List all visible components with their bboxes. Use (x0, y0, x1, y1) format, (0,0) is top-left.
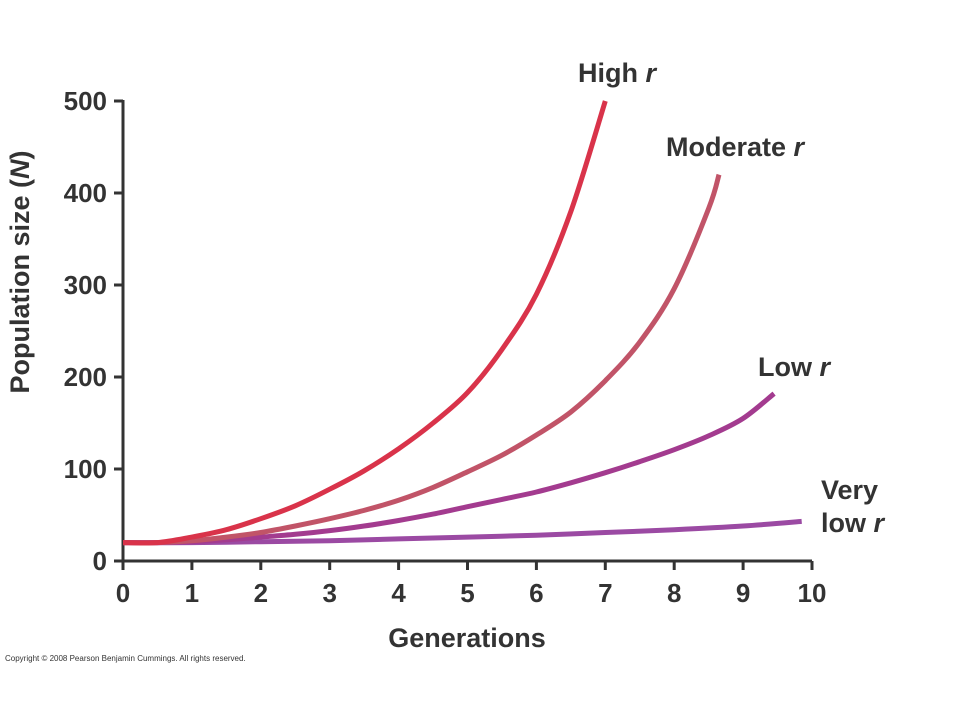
y-axis-title-end: ) (5, 150, 35, 159)
curve-label-very-low-r-text2: low (821, 508, 867, 538)
x-tick-label: 2 (254, 578, 268, 608)
curve-label-low-r-text: Low (758, 352, 813, 382)
curve-label-moderate-r-var: r (794, 132, 806, 162)
curve-low-r (122, 391, 776, 546)
curve-label-very-low-r-line2: low r (821, 508, 886, 538)
y-tick-label: 500 (64, 86, 107, 116)
axes (121, 100, 812, 563)
curve-label-low-r-var: r (820, 352, 832, 382)
curve-label-high-r-text: High (578, 58, 638, 88)
x-tick-label: 8 (667, 578, 681, 608)
growth-curves (122, 100, 802, 546)
curve-label-low-r: Low r (758, 352, 832, 382)
y-axis-title: Population size (N) (5, 150, 35, 393)
curve-label-very-low-r-var: r (874, 508, 886, 538)
curve-label-high-r: High r (578, 58, 658, 88)
x-tick-label: 6 (529, 578, 543, 608)
y-tick-label: 300 (64, 270, 107, 300)
y-axis-title-var: N (5, 159, 35, 179)
y-tick-label: 0 (93, 546, 107, 576)
curve-labels: High r Moderate r Low r Very low r (578, 58, 886, 538)
y-tick-label: 400 (64, 178, 107, 208)
x-tick-label: 0 (116, 578, 130, 608)
x-tick-label: 1 (185, 578, 199, 608)
curve-high-r (122, 100, 608, 546)
curve-label-moderate-r: Moderate r (666, 132, 806, 162)
x-tick-label: 5 (460, 578, 474, 608)
x-axis-title: Generations (388, 623, 546, 653)
curve-label-high-r-var: r (646, 58, 658, 88)
curve-label-very-low-r-line1: Very (821, 475, 878, 505)
y-tick-label: 100 (64, 454, 107, 484)
x-tick-label: 9 (736, 578, 750, 608)
curve-moderate-r (122, 173, 722, 546)
curve-label-very-low-r-text: Very (821, 475, 878, 505)
curve-very-low-r (122, 518, 802, 546)
y-axis-title-text: Population size ( (5, 179, 35, 394)
x-ticks: 0 1 2 3 4 5 6 7 8 9 10 (116, 561, 827, 608)
curve-label-moderate-r-text: Moderate (666, 132, 786, 162)
x-tick-label: 4 (391, 578, 406, 608)
y-tick-label: 200 (64, 362, 107, 392)
x-tick-label: 7 (598, 578, 612, 608)
copyright-notice: Copyright © 2008 Pearson Benjamin Cummin… (5, 654, 246, 663)
x-tick-label: 10 (798, 578, 827, 608)
x-tick-label: 3 (322, 578, 336, 608)
y-ticks: 0 100 200 300 400 500 (64, 86, 123, 576)
